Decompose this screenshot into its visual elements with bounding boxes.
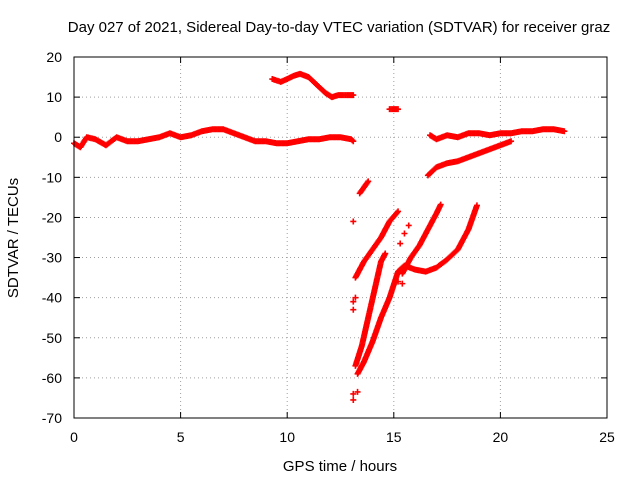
y-tick-label: -40 (42, 290, 62, 306)
y-tick-label: -30 (42, 250, 62, 266)
series-recovery-tail (424, 138, 515, 179)
y-axis-label: SDTVAR / TECUs (5, 178, 22, 298)
y-tick-label: 10 (46, 89, 62, 105)
x-tick-label: 15 (386, 429, 402, 445)
y-tick-label: -10 (42, 169, 62, 185)
series-morning-band (71, 126, 357, 151)
data-point-scatter-points (401, 230, 408, 237)
data-point-midday-arc (350, 92, 357, 99)
data-point-scatter-points (405, 222, 412, 229)
data-point-scatter-points (350, 396, 357, 403)
series-isolated-15h (386, 106, 402, 113)
data-point-scatter-points (354, 388, 361, 395)
data-point-evening-band (561, 128, 568, 135)
x-tick-label: 10 (279, 429, 295, 445)
chart-title: Day 027 of 2021, Sidereal Day-to-day VTE… (68, 19, 610, 36)
series-drop-track-a (356, 178, 372, 197)
series-drop-track-d (354, 202, 480, 377)
x-tick-label: 25 (599, 429, 615, 445)
x-tick-label: 20 (493, 429, 509, 445)
y-tick-label: -60 (42, 370, 62, 386)
data-point-scatter-points (350, 218, 357, 225)
data-point-scatter-points (350, 298, 357, 305)
y-tick-label: -50 (42, 330, 62, 346)
series-drop-track-e (399, 201, 444, 277)
y-tick-label: 20 (46, 49, 62, 65)
series-drop-track-c (352, 250, 389, 369)
data-point-scatter-points (399, 280, 406, 287)
data-point-drop-track-b (394, 209, 401, 216)
series-scatter-points (350, 218, 412, 403)
data-point-scatter-points (350, 306, 357, 313)
data-point-isolated-15h (395, 106, 402, 113)
x-tick-label: 0 (70, 429, 78, 445)
data-point-recovery-tail (508, 138, 515, 145)
data-point-scatter-points (350, 390, 357, 397)
plot-frame (73, 56, 608, 419)
grid (74, 57, 607, 418)
data-point-scatter-points (395, 278, 402, 285)
series-midday-arc (269, 70, 357, 101)
y-tick-label: -20 (42, 209, 62, 225)
axis-ticks (73, 56, 608, 419)
series-drop-track-b (352, 208, 402, 281)
data-point-drop-track-d (473, 202, 480, 209)
data-point-drop-track-e (437, 201, 444, 208)
series-evening-band (427, 126, 568, 143)
data-points (71, 70, 568, 403)
x-tick-label: 5 (177, 429, 185, 445)
y-tick-labels: 20 10 0 -10 -20 -30 -40 -50 -60 -70 (42, 49, 62, 426)
y-tick-label: -70 (42, 410, 62, 426)
data-point-morning-band (349, 137, 356, 144)
data-point-scatter-points (352, 294, 359, 301)
data-point-scatter-points (397, 240, 404, 247)
data-point-drop-track-b (395, 208, 402, 215)
data-point-drop-track-c (382, 250, 389, 257)
y-tick-label: 0 (54, 129, 62, 145)
data-point-morning-band (350, 138, 357, 145)
x-axis-label: GPS time / hours (283, 458, 397, 475)
data-point-drop-track-a (365, 178, 372, 185)
x-tick-labels: 0 5 10 15 20 25 (70, 429, 615, 445)
